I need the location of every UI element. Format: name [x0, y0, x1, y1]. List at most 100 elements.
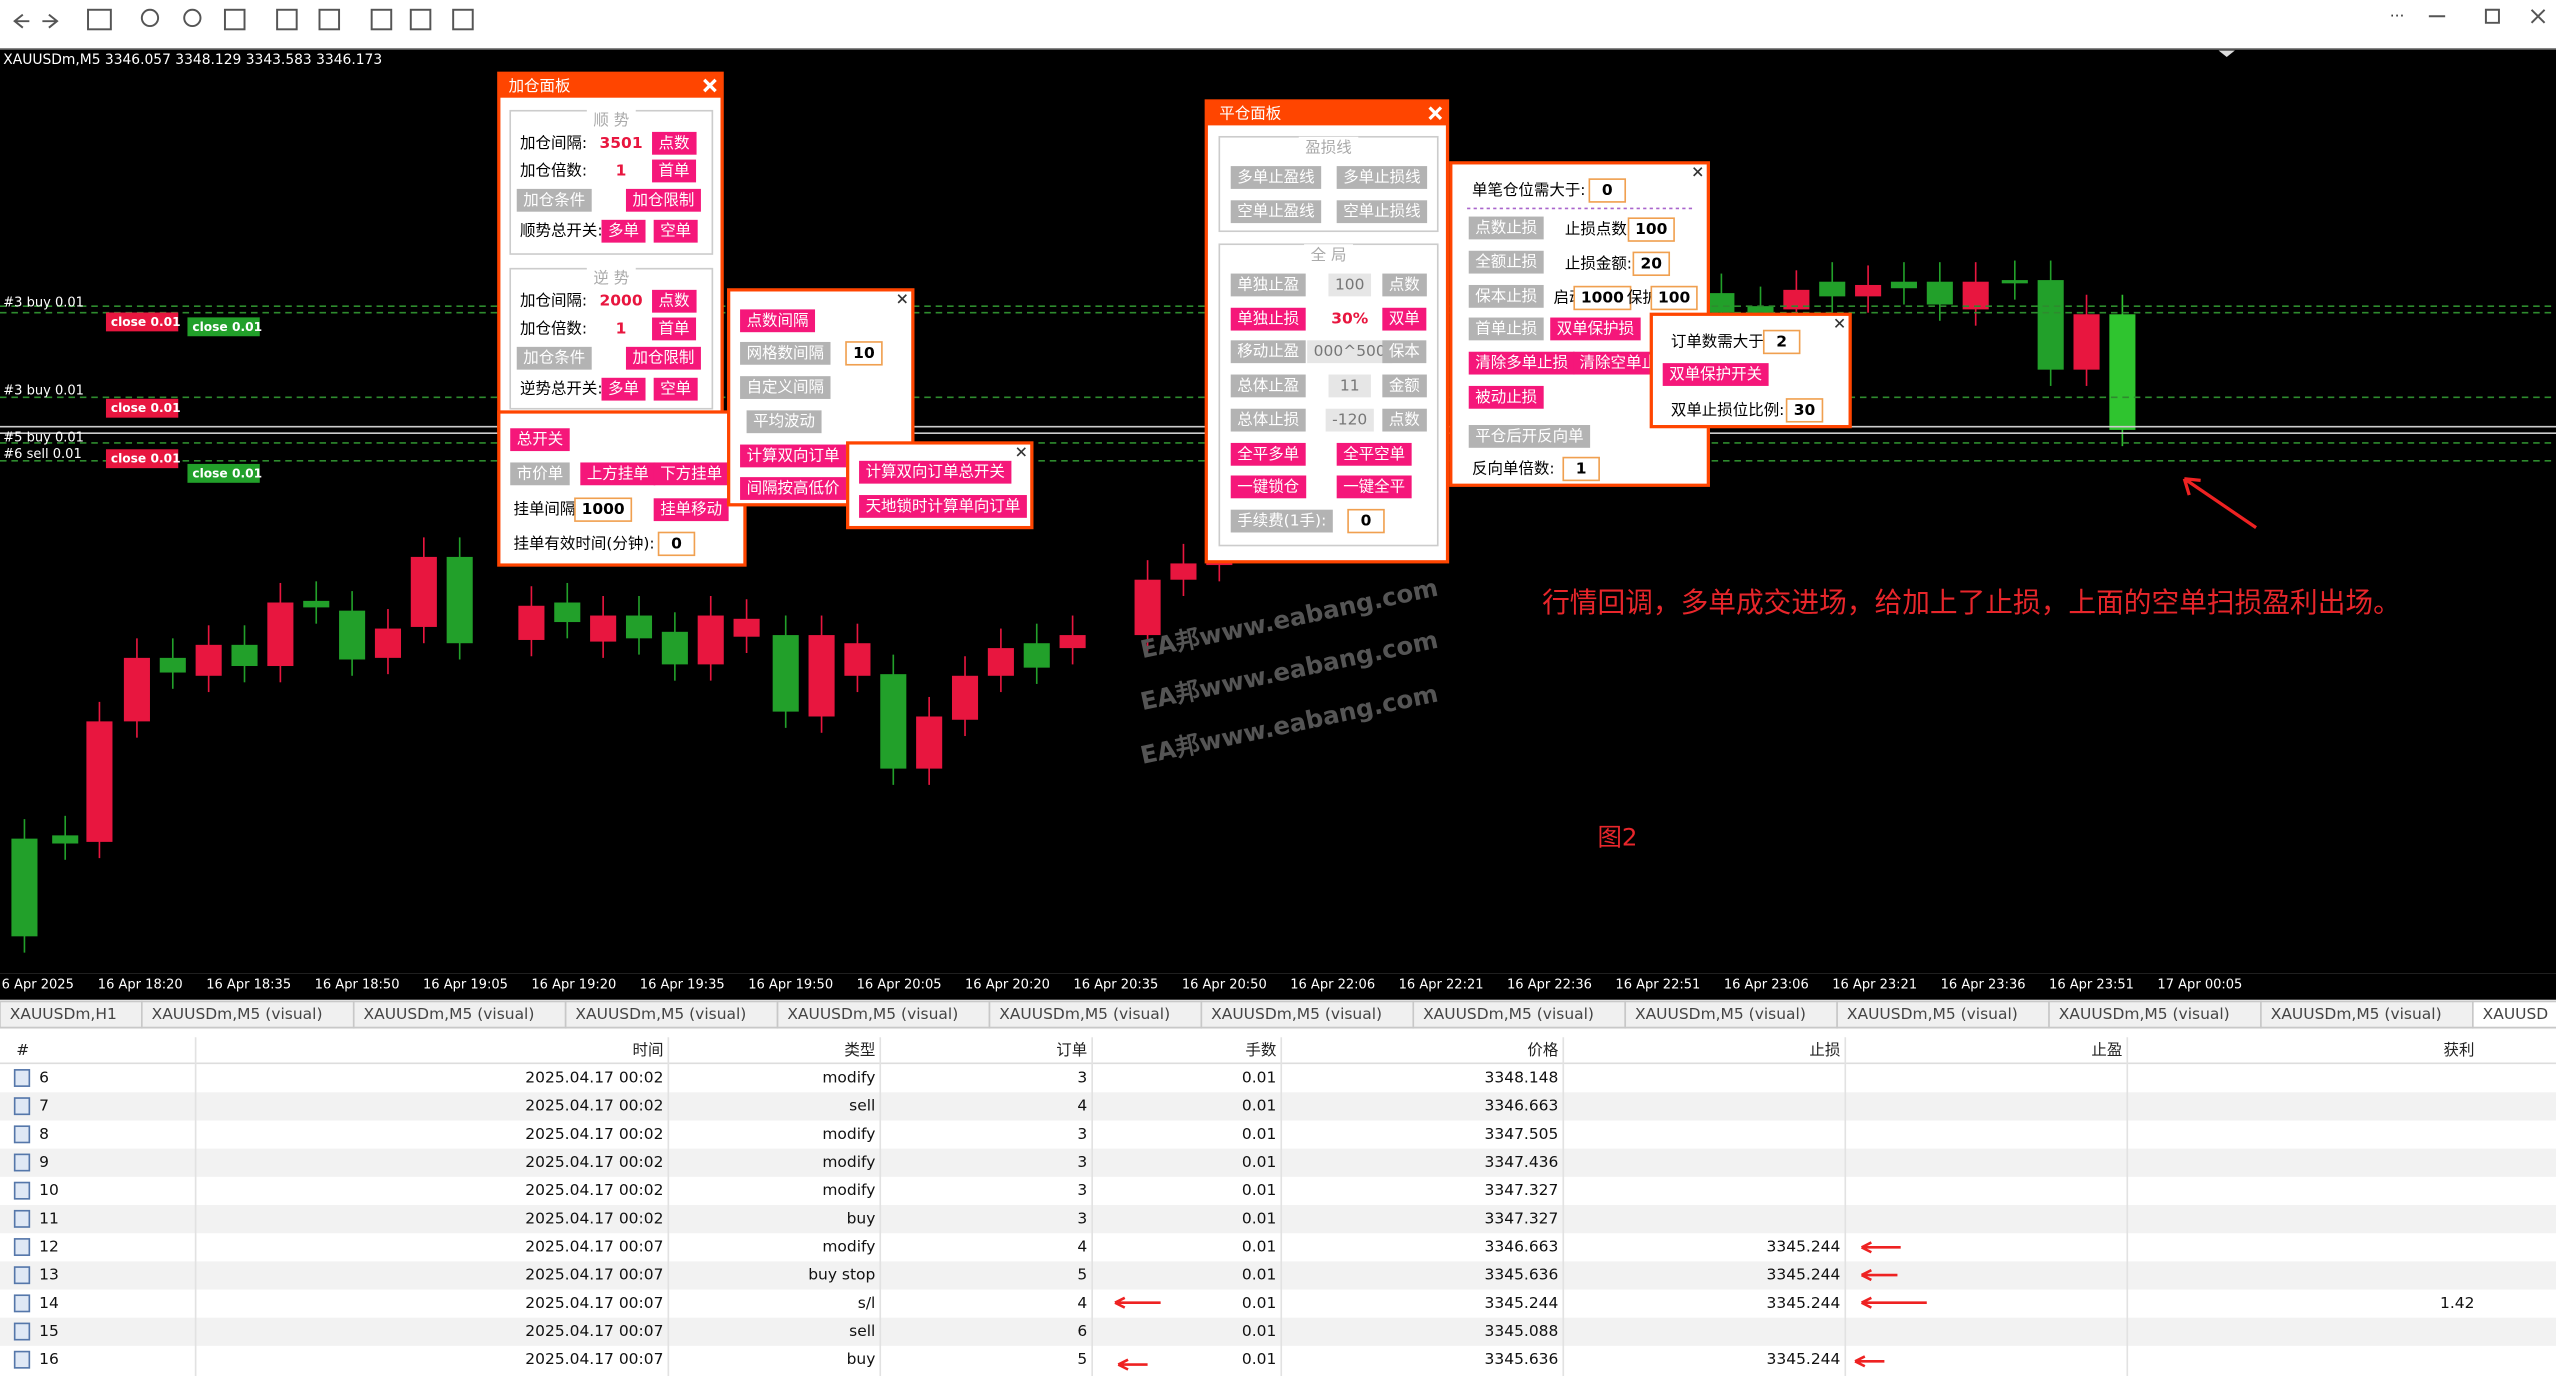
- input-bg[interactable]: [1627, 217, 1675, 242]
- input-bg[interactable]: [1562, 456, 1600, 482]
- close-button[interactable]: close 0.01: [111, 452, 181, 466]
- more-menu[interactable]: ···: [2390, 7, 2405, 25]
- value-bg[interactable]: [1307, 340, 1393, 364]
- input[interactable]: 0: [1361, 512, 1372, 530]
- button[interactable]: 首单: [659, 161, 690, 179]
- input[interactable]: 1000: [1581, 289, 1624, 307]
- button-bg[interactable]: [1336, 200, 1428, 224]
- button[interactable]: 点数: [659, 292, 690, 310]
- tab-label[interactable]: XAUUSDm,M5 (visual): [2059, 1005, 2230, 1023]
- button[interactable]: 金额: [1389, 376, 1420, 394]
- button-bg[interactable]: [1230, 408, 1306, 432]
- button-bg[interactable]: [1468, 250, 1544, 274]
- input[interactable]: 0: [1602, 181, 1613, 199]
- button[interactable]: 全平空单: [1343, 445, 1405, 463]
- button-bg[interactable]: [740, 341, 831, 365]
- button-bg[interactable]: [1550, 317, 1641, 341]
- button[interactable]: 挂单移动: [660, 500, 722, 518]
- button[interactable]: 加仓条件: [523, 349, 585, 367]
- button-bg[interactable]: [1336, 475, 1412, 499]
- button-bg[interactable]: [1468, 385, 1544, 409]
- button[interactable]: 首单止损: [1475, 319, 1537, 337]
- tab-label[interactable]: XAUUSDm,M5 (visual): [364, 1005, 535, 1023]
- input-bg[interactable]: [657, 531, 696, 557]
- tab[interactable]: [1412, 1000, 1627, 1029]
- button[interactable]: 移动止盈: [1237, 342, 1299, 360]
- button[interactable]: 一键全平: [1343, 477, 1405, 495]
- input-bg[interactable]: [1632, 251, 1671, 277]
- button[interactable]: 总体止损: [1237, 411, 1299, 429]
- button-bg[interactable]: [859, 495, 1027, 518]
- button-bg[interactable]: [740, 376, 831, 399]
- button[interactable]: 空单止损线: [1343, 202, 1420, 220]
- tab-label[interactable]: XAUUSDm,H1: [10, 1005, 117, 1023]
- button[interactable]: 点数: [1389, 411, 1420, 429]
- input[interactable]: 20: [1641, 254, 1663, 272]
- tab[interactable]: [1200, 1000, 1415, 1029]
- tab-label[interactable]: XAUUSDm,M5 (visual): [787, 1005, 958, 1023]
- button-bg[interactable]: [740, 477, 846, 500]
- button[interactable]: 清除多单止损: [1475, 354, 1568, 372]
- button-bg[interactable]: [1468, 425, 1591, 448]
- button-bg[interactable]: [740, 444, 846, 468]
- button[interactable]: 多单: [608, 380, 639, 398]
- button[interactable]: 多单: [608, 222, 639, 240]
- tab[interactable]: [988, 1000, 1203, 1029]
- button[interactable]: 全额止损: [1475, 253, 1537, 271]
- button[interactable]: 点数: [659, 134, 690, 152]
- button[interactable]: 计算双向订单: [747, 445, 840, 464]
- button[interactable]: 双单: [1389, 310, 1420, 328]
- input-bg[interactable]: [1650, 285, 1698, 311]
- button-bg[interactable]: [510, 462, 570, 486]
- button-bg[interactable]: [653, 498, 729, 522]
- column-header[interactable]: 手数: [1245, 1041, 1276, 1059]
- button-bg[interactable]: [1230, 340, 1306, 364]
- button[interactable]: 双单保护开关: [1669, 365, 1762, 383]
- button[interactable]: 下方挂单: [660, 464, 722, 482]
- button-bg[interactable]: [1382, 408, 1427, 432]
- button-bg[interactable]: [1230, 273, 1306, 297]
- button-bg[interactable]: [1382, 340, 1427, 364]
- button-bg[interactable]: [580, 462, 656, 486]
- button[interactable]: 平仓后开反向单: [1475, 427, 1583, 445]
- button[interactable]: 平均波动: [753, 412, 815, 430]
- input[interactable]: 2: [1776, 332, 1787, 350]
- button[interactable]: 保本: [1389, 342, 1420, 360]
- button[interactable]: 空单: [660, 222, 691, 240]
- button-bg[interactable]: [1662, 363, 1769, 386]
- button-bg[interactable]: [1382, 307, 1427, 331]
- column-header[interactable]: 订单: [1056, 1041, 1087, 1059]
- button-bg[interactable]: [601, 219, 646, 243]
- input[interactable]: 30: [1794, 401, 1816, 419]
- button-bg[interactable]: [1468, 317, 1544, 341]
- close-button[interactable]: close 0.01: [111, 315, 181, 329]
- button[interactable]: 多单止盈线: [1237, 168, 1314, 186]
- input[interactable]: 100: [1658, 289, 1691, 307]
- close-button[interactable]: close 0.01: [111, 401, 181, 415]
- button-bg[interactable]: [601, 377, 646, 401]
- button[interactable]: 计算双向订单总开关: [866, 462, 1005, 481]
- tab-label[interactable]: XAUUSDm,M5 (visual): [2271, 1005, 2442, 1023]
- tab-label[interactable]: XAUUSDm,M5 (visual): [575, 1005, 746, 1023]
- button-bg[interactable]: [625, 188, 701, 212]
- button[interactable]: 单独止盈: [1237, 275, 1299, 293]
- button[interactable]: 加仓条件: [523, 191, 585, 209]
- button-bg[interactable]: [1468, 216, 1544, 240]
- button-bg[interactable]: [1230, 166, 1322, 189]
- button-bg[interactable]: [1230, 374, 1306, 398]
- button-bg[interactable]: [740, 309, 816, 333]
- column-header[interactable]: 止损: [1809, 1041, 1840, 1059]
- button-bg[interactable]: [746, 410, 822, 434]
- tab-label[interactable]: XAUUSD: [2483, 1005, 2549, 1023]
- button[interactable]: 点数间隔: [747, 311, 809, 329]
- tab-label[interactable]: XAUUSDm,M5 (visual): [1635, 1005, 1806, 1023]
- tab-label[interactable]: XAUUSDm,M5 (visual): [1847, 1005, 2018, 1023]
- input[interactable]: 1000: [582, 500, 625, 518]
- tab[interactable]: [2472, 1000, 2556, 1029]
- input[interactable]: 1: [1576, 459, 1587, 477]
- button[interactable]: 全平多单: [1237, 445, 1299, 463]
- button-bg[interactable]: [1382, 374, 1427, 398]
- button[interactable]: 网格数间隔: [747, 344, 824, 362]
- button[interactable]: 空单: [660, 380, 691, 398]
- button[interactable]: 间隔按高低价: [747, 479, 840, 497]
